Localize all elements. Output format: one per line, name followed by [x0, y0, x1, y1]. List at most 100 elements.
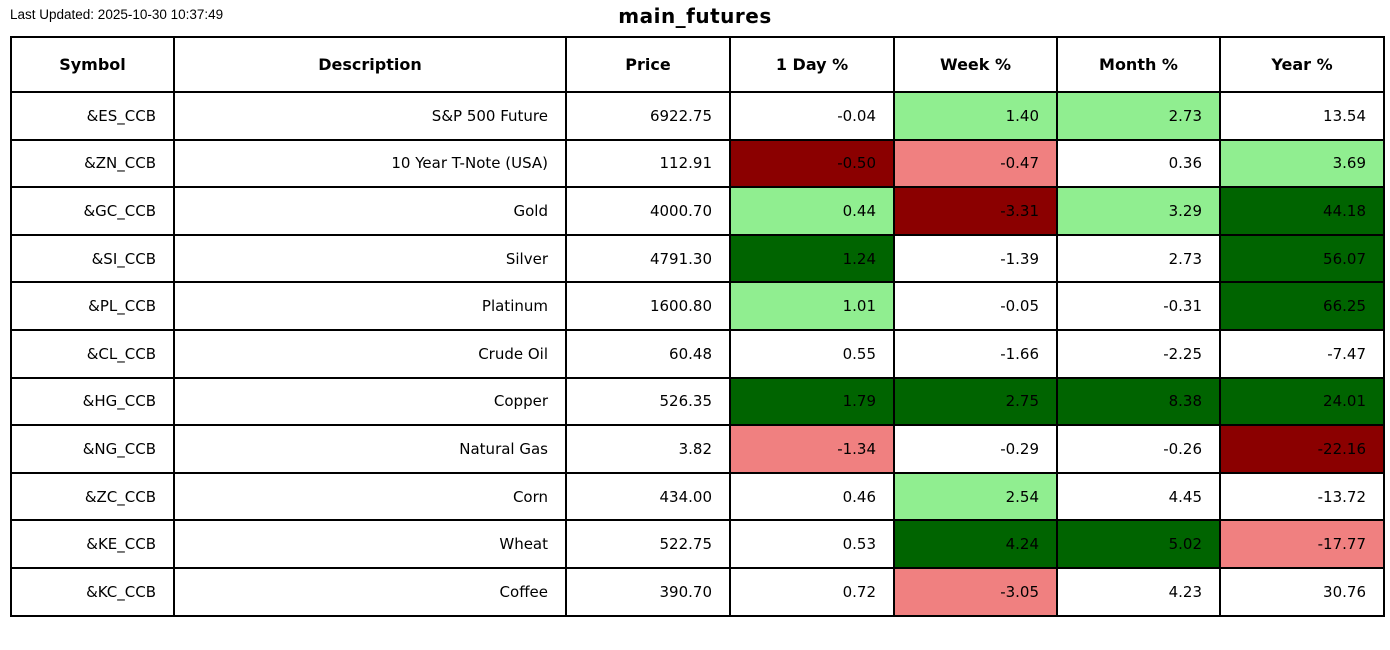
cell-month-pct: 3.29	[1056, 186, 1221, 236]
cell-day-pct: -0.50	[729, 138, 895, 189]
cell-year-pct: -7.47	[1219, 328, 1385, 379]
cell-year-pct: 13.54	[1219, 91, 1385, 141]
table-row: &ES_CCB S&P 500 Future 6922.75 -0.04 1.40 2.7…	[10, 91, 1385, 141]
cell-description: Corn	[173, 471, 567, 522]
table-row: &NG_CCB Natural Gas 3.82 -1.34 -0.29 -0.26 -22…	[10, 424, 1385, 474]
cell-day-pct: 0.72	[729, 566, 895, 617]
cell-year-pct: 3.69	[1219, 138, 1385, 189]
cell-month-pct: -2.25	[1056, 328, 1221, 379]
cell-day-pct: 0.46	[729, 471, 895, 522]
cell-day-pct: -0.04	[729, 91, 895, 141]
cell-year-pct: -17.77	[1219, 519, 1385, 569]
table-header-row: Symbol Description Price 1 Day % Week % Month…	[10, 36, 1385, 93]
cell-description: Wheat	[173, 519, 567, 569]
cell-year-pct: 66.25	[1219, 281, 1385, 331]
cell-week-pct: -0.05	[893, 281, 1058, 331]
cell-week-pct: -3.05	[893, 566, 1058, 617]
table-row: &KC_CCB Coffee 390.70 0.72 -3.05 4.23 30.76	[10, 566, 1385, 617]
table-row: &GC_CCB Gold 4000.70 0.44 -3.31 3.29 44.18	[10, 186, 1385, 236]
cell-month-pct: 0.36	[1056, 138, 1221, 189]
table-row: &PL_CCB Platinum 1600.80 1.01 -0.05 -0.31 66.2…	[10, 281, 1385, 331]
column-header-description: Description	[173, 36, 567, 93]
cell-week-pct: -3.31	[893, 186, 1058, 236]
last-updated-label: Last Updated: 2025-10-30 10:37:49	[10, 7, 224, 22]
cell-year-pct: -13.72	[1219, 471, 1385, 522]
cell-month-pct: 4.23	[1056, 566, 1221, 617]
cell-day-pct: 0.44	[729, 186, 895, 236]
cell-week-pct: 4.24	[893, 519, 1058, 569]
cell-price: 60.48	[565, 328, 731, 379]
cell-day-pct: 0.53	[729, 519, 895, 569]
cell-symbol: &KC_CCB	[10, 566, 175, 617]
cell-description: Coffee	[173, 566, 567, 617]
cell-description: Copper	[173, 376, 567, 427]
cell-symbol: &SI_CCB	[10, 233, 175, 284]
cell-day-pct: 1.01	[729, 281, 895, 331]
cell-month-pct: 4.45	[1056, 471, 1221, 522]
cell-price: 434.00	[565, 471, 731, 522]
cell-year-pct: 44.18	[1219, 186, 1385, 236]
page-title: main_futures	[618, 4, 772, 28]
cell-price: 522.75	[565, 519, 731, 569]
cell-price: 112.91	[565, 138, 731, 189]
cell-description: Gold	[173, 186, 567, 236]
table-row: &SI_CCB Silver 4791.30 1.24 -1.39 2.73 56.07	[10, 233, 1385, 284]
cell-week-pct: -0.29	[893, 424, 1058, 474]
cell-month-pct: 2.73	[1056, 91, 1221, 141]
cell-symbol: &HG_CCB	[10, 376, 175, 427]
cell-description: Natural Gas	[173, 424, 567, 474]
cell-month-pct: 8.38	[1056, 376, 1221, 427]
cell-price: 3.82	[565, 424, 731, 474]
cell-price: 390.70	[565, 566, 731, 617]
cell-week-pct: -0.47	[893, 138, 1058, 189]
table-row: &HG_CCB Copper 526.35 1.79 2.75 8.38 24.01	[10, 376, 1385, 427]
table-row: &ZN_CCB 10 Year T-Note (USA) 112.91 -0.50 -0…	[10, 138, 1385, 189]
cell-symbol: &ZN_CCB	[10, 138, 175, 189]
cell-symbol: &NG_CCB	[10, 424, 175, 474]
cell-month-pct: -0.26	[1056, 424, 1221, 474]
cell-description: Silver	[173, 233, 567, 284]
cell-price: 526.35	[565, 376, 731, 427]
cell-symbol: &GC_CCB	[10, 186, 175, 236]
cell-description: S&P 500 Future	[173, 91, 567, 141]
cell-month-pct: 5.02	[1056, 519, 1221, 569]
cell-price: 6922.75	[565, 91, 731, 141]
cell-day-pct: 1.79	[729, 376, 895, 427]
cell-week-pct: 1.40	[893, 91, 1058, 141]
column-header-symbol: Symbol	[10, 36, 175, 93]
cell-year-pct: -22.16	[1219, 424, 1385, 474]
cell-month-pct: 2.73	[1056, 233, 1221, 284]
cell-description: Platinum	[173, 281, 567, 331]
table-row: &KE_CCB Wheat 522.75 0.53 4.24 5.02 -17.77	[10, 519, 1385, 569]
column-header-price: Price	[565, 36, 731, 93]
cell-day-pct: -1.34	[729, 424, 895, 474]
column-header-month-pct: Month %	[1056, 36, 1221, 93]
column-header-day-pct: 1 Day %	[729, 36, 895, 93]
futures-table: Symbol Description Price 1 Day % Week % Month…	[10, 36, 1385, 617]
cell-description: 10 Year T-Note (USA)	[173, 138, 567, 189]
column-header-week-pct: Week %	[893, 36, 1058, 93]
cell-price: 1600.80	[565, 281, 731, 331]
cell-year-pct: 56.07	[1219, 233, 1385, 284]
cell-symbol: &ZC_CCB	[10, 471, 175, 522]
cell-week-pct: 2.54	[893, 471, 1058, 522]
cell-day-pct: 0.55	[729, 328, 895, 379]
table-row: &ZC_CCB Corn 434.00 0.46 2.54 4.45 -13.72	[10, 471, 1385, 522]
cell-symbol: &KE_CCB	[10, 519, 175, 569]
cell-day-pct: 1.24	[729, 233, 895, 284]
table-row: &CL_CCB Crude Oil 60.48 0.55 -1.66 -2.25 -7.47	[10, 328, 1385, 379]
cell-symbol: &CL_CCB	[10, 328, 175, 379]
cell-week-pct: -1.66	[893, 328, 1058, 379]
cell-price: 4791.30	[565, 233, 731, 284]
cell-year-pct: 30.76	[1219, 566, 1385, 617]
cell-month-pct: -0.31	[1056, 281, 1221, 331]
cell-week-pct: -1.39	[893, 233, 1058, 284]
cell-price: 4000.70	[565, 186, 731, 236]
cell-symbol: &PL_CCB	[10, 281, 175, 331]
cell-symbol: &ES_CCB	[10, 91, 175, 141]
cell-week-pct: 2.75	[893, 376, 1058, 427]
column-header-year-pct: Year %	[1219, 36, 1385, 93]
cell-description: Crude Oil	[173, 328, 567, 379]
cell-year-pct: 24.01	[1219, 376, 1385, 427]
